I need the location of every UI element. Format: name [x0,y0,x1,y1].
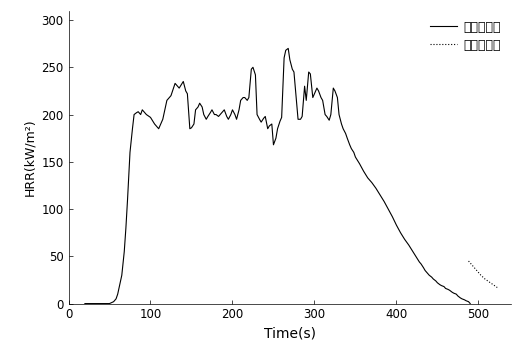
第一次测试 [467,301,473,306]
第二次测试 [486,280,492,284]
第一次测试 [232,113,238,117]
第二次测试 [474,268,480,273]
X-axis label: Time(s): Time(s) [264,327,316,341]
第二次测试 [477,273,484,277]
第二次测试 [465,259,472,263]
第一次测试 [82,301,88,306]
第一次测试 [409,250,416,254]
Y-axis label: HRR(kW/m²): HRR(kW/m²) [23,118,36,196]
Line: 第二次测试: 第二次测试 [469,261,497,287]
第二次测试 [470,264,476,268]
第一次测试 [285,46,291,50]
第一次测试 [324,114,330,119]
Legend: 第一次测试, 第二次测试: 第一次测试, 第二次测试 [426,17,505,55]
第一次测试 [233,117,240,121]
Line: 第一次测试: 第一次测试 [85,48,470,304]
第一次测试 [365,176,371,180]
第二次测试 [494,285,501,289]
第二次测试 [482,277,488,281]
第一次测试 [424,271,431,275]
第二次测试 [490,282,496,287]
